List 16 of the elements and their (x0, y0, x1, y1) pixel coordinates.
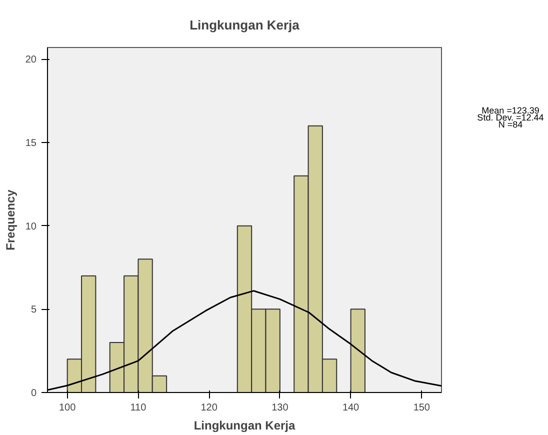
y-tick-label: 5 (30, 304, 37, 316)
x-tick-label: 110 (130, 402, 147, 414)
x-tick-label: 120 (200, 402, 218, 414)
y-tick-label: 15 (25, 138, 37, 149)
text: N =84 (498, 120, 523, 130)
text: Mean =123.39 (482, 105, 540, 116)
y-tick-label: 10 (25, 221, 37, 232)
x-tick-label: 150 (413, 402, 430, 414)
y-tick-label: 0 (30, 388, 37, 399)
y-tick-label: 20 (25, 54, 37, 66)
chart-title: Lingkungan Kerja (190, 18, 300, 32)
x-axis-title: Lingkungan Kerja (194, 418, 296, 432)
x-tick-label: 140 (342, 402, 360, 414)
y-axis-title: Frequency (3, 189, 18, 250)
x-tick-label: 100 (59, 402, 76, 414)
x-tick-label: 130 (272, 402, 289, 414)
